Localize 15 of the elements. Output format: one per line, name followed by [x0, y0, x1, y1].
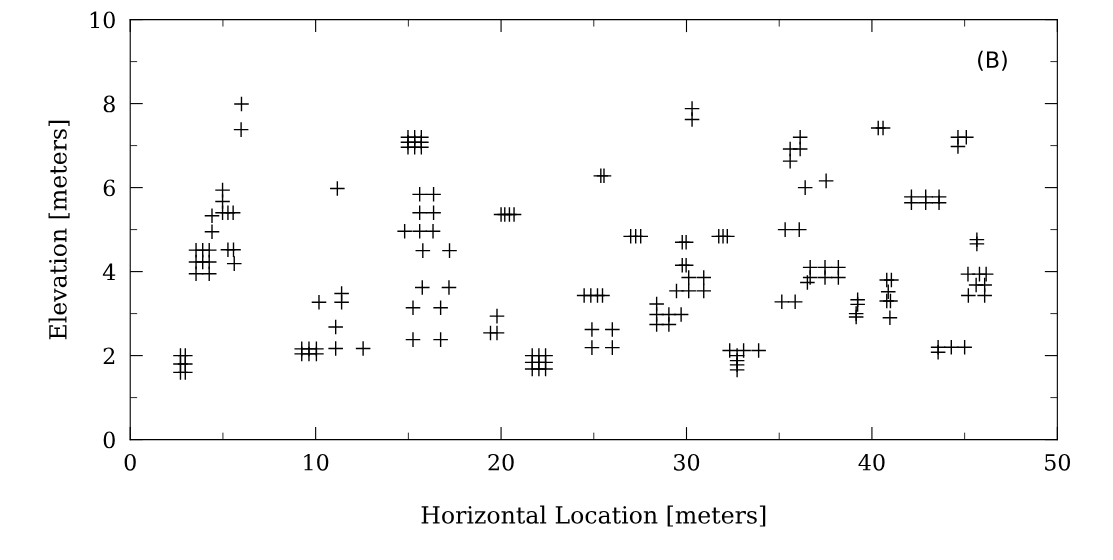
- x-axis-title: Horizontal Location [meters]: [421, 505, 766, 527]
- annotation: (B): [978, 50, 1007, 71]
- y-axis-title: Elevation [meters]: [48, 120, 70, 340]
- y-tick-label: 0: [103, 431, 115, 449]
- x-tick-label: 40: [858, 453, 885, 471]
- x-tick-label: 10: [304, 453, 329, 471]
- y-tick-label: 10: [90, 11, 115, 29]
- y-tick-label: 2: [103, 347, 115, 365]
- x-tick-label: 30: [674, 453, 700, 471]
- y-tick-label: 4: [102, 263, 116, 281]
- y-tick-label: 6: [103, 179, 115, 197]
- x-tick-label: 50: [1045, 453, 1071, 471]
- x-tick-label: 0: [124, 453, 136, 471]
- x-tick-label: 20: [488, 453, 514, 471]
- y-tick-label: 8: [103, 95, 115, 113]
